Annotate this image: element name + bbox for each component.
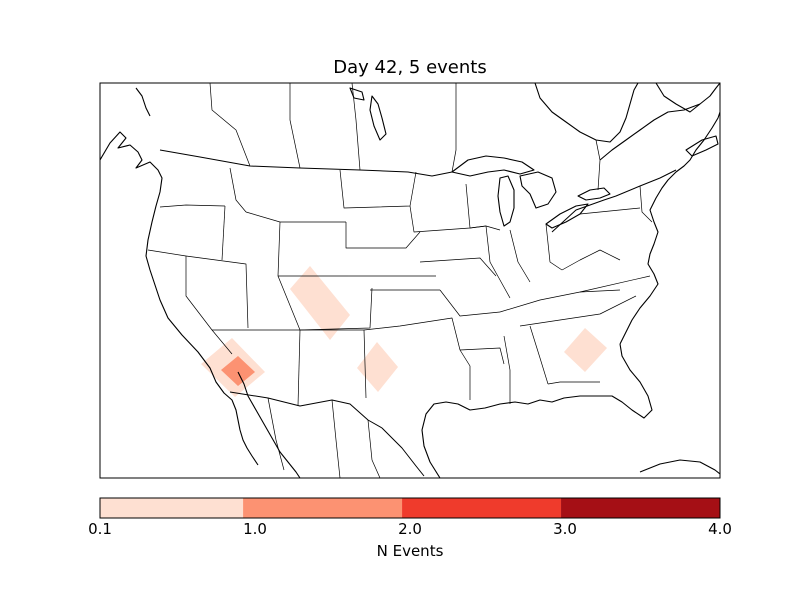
ky-tn-line [499,289,621,313]
or-ca-line [147,249,187,257]
great-slave-lake-fragment [349,87,365,101]
mx-state-line-3 [367,419,381,478]
colorbar-segment-3 [561,498,720,518]
nv-ut-line [185,255,249,329]
canada-province-line-3 [351,83,361,171]
us-canada-border-east [551,169,677,233]
tx-la-line [459,349,471,400]
country-borders [159,149,677,477]
colorbar [100,498,720,518]
map-frame [99,82,721,479]
canada-province-line-4 [451,83,457,173]
nm-tx-line [300,329,367,399]
colorbar-segment-0 [100,498,244,518]
al-ga-line [529,325,549,385]
north-island-coast [135,87,151,117]
wa-or-line [159,204,226,208]
colorbar-segment-2 [402,498,562,518]
ny-pa-line [579,207,641,215]
st-lawrence-coast [599,103,701,161]
coastlines [100,83,720,478]
atlantic-coastline [619,111,720,345]
il-in-line [485,225,511,299]
colorbar-tick-1: 1.0 [243,520,267,538]
lake-winnipeg [369,95,387,141]
az-nm-line [297,329,301,407]
wy-box [277,221,348,277]
lake-michigan [497,175,515,227]
in-oh-line [509,229,531,283]
event-region-west-texas [357,342,398,392]
event-region-south-georgia [564,328,607,372]
wi-il-line [465,183,501,231]
new-england-line [639,185,653,223]
colorbar-tick-4: 4.0 [708,520,732,538]
canada-province-line-1 [209,83,251,167]
mt-south-line [245,211,346,223]
event-region-lower-colorado-river-core [221,356,255,386]
cuba-coast [639,459,720,475]
wv-va-line [561,249,621,271]
colorbar-frame [99,497,721,519]
state-boundaries [147,83,653,478]
mx-state-line-1 [267,397,285,471]
dakotas-line [339,169,417,209]
gulf-coast-mexico [421,343,653,478]
ms-al-line [503,335,511,404]
colorbar-label: N Events [376,542,444,560]
colorbar-tick-0: 0.1 [88,520,112,538]
lake-superior [451,155,535,177]
mn-ia-line [409,205,487,233]
tn-nc-line [519,295,637,327]
ia-mo-line [419,257,497,277]
labrador-coast [655,83,720,113]
pacific-coastline [100,131,259,466]
mt-west-line [229,167,247,213]
colorbar-segment-1 [243,498,403,518]
colorbar-tick-3: 3.0 [553,520,577,538]
mo-ar-line [439,289,501,317]
ar-la-line [459,347,505,365]
ca-nv-line [185,256,233,355]
lake-huron [519,171,557,209]
event-patches [201,266,607,397]
ok-tx-line [363,317,461,351]
great-lakes [349,87,611,229]
id-west-line [221,205,226,261]
co-box [277,275,373,331]
us-mexico-border [229,391,425,477]
gulf-of-california-east-coast [237,371,301,478]
colorbar-tick-2: 2.0 [398,520,422,538]
lake-ontario [577,187,611,201]
hudson-bay-coast [534,83,639,143]
lake-erie [545,203,589,229]
va-nc-line [579,275,651,293]
canada-province-line-2 [289,83,301,169]
us-canada-border [159,149,453,177]
sd-ne-line [345,222,421,249]
oh-pa-line [545,223,563,271]
island-nova-scotia [685,135,719,157]
mx-state-line-2 [331,399,341,478]
canada-province-line-5 [595,139,601,191]
ga-fl-line [547,381,600,385]
event-region-utah-colorado [290,266,350,340]
map-title: Day 42, 5 events [333,57,487,78]
